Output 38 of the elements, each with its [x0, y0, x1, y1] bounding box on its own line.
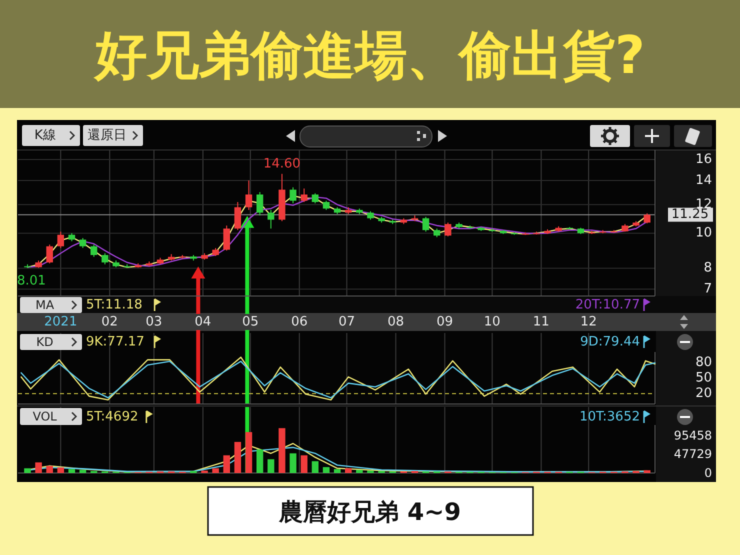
text: 還原日 — [88, 128, 126, 143]
y-tick-label: 14 — [695, 172, 712, 188]
x-tick-label: 08 — [388, 314, 404, 330]
annotation: 8.01 — [17, 274, 46, 288]
y-tick-label: 80 — [695, 354, 712, 370]
legend-label: 5T:4692 — [86, 410, 138, 424]
x-tick-label: 11 — [532, 314, 550, 330]
x-tick-label: 09 — [436, 314, 454, 330]
y-tick-label: 47729 — [674, 447, 712, 462]
text: MA — [36, 298, 55, 312]
text: KD — [36, 335, 54, 349]
x-tick-label: 10 — [484, 314, 500, 330]
legend-label: 9K:77.17 — [86, 334, 144, 350]
annotation: 14.60 — [263, 156, 301, 172]
x-tick-label: 07 — [338, 314, 356, 330]
y-tick-label: 0 — [704, 466, 712, 480]
y-tick-label: 16 — [695, 152, 712, 168]
legend-label: 9D:79.44 — [580, 334, 640, 350]
text: K線 — [34, 128, 56, 143]
text: 農曆好兄弟 4~9 — [278, 498, 461, 526]
x-tick-label: 02 — [101, 314, 118, 330]
x-tick-label: 06 — [291, 314, 308, 330]
legend-label: 20T:10.77 — [575, 298, 640, 312]
y-tick-label: 7 — [704, 282, 712, 297]
legend-label: 5T:11.18 — [86, 298, 142, 312]
y-tick-label: 10 — [695, 226, 712, 241]
legend-label: 10T:3652 — [579, 410, 640, 424]
chart-title: 好兄弟偷進場、偷出貨? — [92, 26, 646, 86]
x-tick-label: 03 — [146, 314, 162, 330]
y-tick-label: 20 — [695, 386, 712, 402]
y-tick-label: 50 — [695, 370, 712, 386]
x-tick-label: 04 — [194, 314, 212, 330]
y-tick-label: 95458 — [674, 428, 712, 442]
x-tick-label: 2021 — [44, 314, 78, 330]
x-tick-label: 12 — [580, 314, 597, 330]
x-tick-label: 05 — [242, 314, 259, 330]
y-tick-label: 8 — [704, 260, 712, 276]
text: VOL — [32, 410, 58, 424]
